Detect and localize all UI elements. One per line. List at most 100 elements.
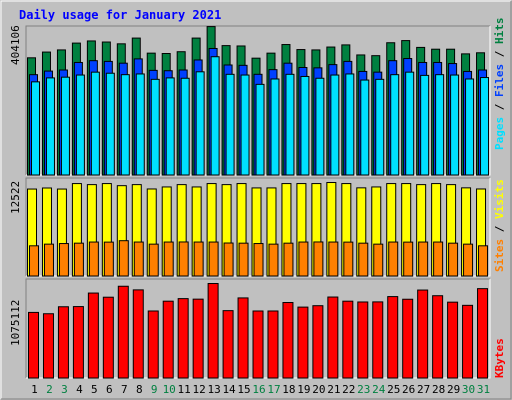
kbytes-bar-21 — [327, 296, 339, 379]
kbytes-bar-6 — [102, 296, 114, 379]
panel-bevel-dark — [25, 278, 490, 378]
x-tick-label-24: 24 — [372, 383, 386, 396]
chart-title: Daily usage for January 2021 — [19, 8, 221, 22]
pages-bar-8 — [135, 73, 145, 176]
sites-bar-9 — [148, 243, 159, 277]
x-tick-label-14: 14 — [222, 383, 236, 396]
pages-bar-14 — [225, 73, 235, 176]
kbytes-bar-5 — [87, 292, 99, 379]
x-tick-label-23: 23 — [357, 383, 370, 396]
sites-bar-2 — [43, 243, 54, 277]
sites-bar-1 — [29, 245, 39, 277]
x-tick-label-8: 8 — [136, 383, 143, 396]
sites-bar-11 — [178, 241, 189, 277]
y-max-label-kbytes: 1075112 — [9, 300, 22, 346]
pages-bar-18 — [285, 73, 295, 176]
kbytes-bar-4 — [72, 306, 84, 379]
legend-visits: Visits — [493, 179, 506, 219]
x-tick-label-6: 6 — [106, 383, 113, 396]
x-tick-label-22: 22 — [342, 383, 355, 396]
pages-bar-19 — [300, 75, 310, 176]
sites-bar-17 — [268, 243, 279, 277]
pages-bar-15 — [240, 74, 250, 176]
x-tick-label-28: 28 — [432, 383, 445, 396]
pages-bar-7 — [120, 74, 130, 176]
legend-sites: Sites — [493, 239, 506, 272]
x-tick-label-29: 29 — [447, 383, 460, 396]
kbytes-bar-17 — [267, 310, 279, 379]
sites-bar-22 — [343, 241, 354, 277]
kbytes-bar-18 — [282, 302, 294, 379]
sites-bar-14 — [223, 242, 234, 277]
kbytes-bar-29 — [447, 301, 459, 379]
x-tick-label-31: 31 — [477, 383, 490, 396]
x-tick-label-4: 4 — [76, 383, 83, 396]
pages-bar-17 — [270, 78, 280, 176]
pages-bar-22 — [345, 73, 355, 176]
svg-text:Pages / Files / Hits: Pages / Files / Hits — [493, 18, 506, 151]
x-tick-label-1: 1 — [31, 383, 38, 396]
kbytes-bar-12 — [192, 298, 204, 379]
legend-sites-visits: Sites / Visits — [493, 179, 506, 272]
kbytes-bar-26 — [402, 298, 414, 379]
kbytes-bar-8 — [132, 289, 144, 379]
x-tick-label-18: 18 — [282, 383, 295, 396]
pages-bar-1 — [31, 81, 40, 176]
pages-bar-24 — [375, 78, 385, 176]
pages-bar-25 — [390, 74, 400, 176]
pages-bar-29 — [450, 74, 460, 176]
sites-bar-13 — [208, 241, 219, 277]
kbytes-bar-14 — [222, 310, 234, 379]
panel-bevel-dark — [25, 25, 490, 175]
pages-bar-30 — [465, 78, 475, 176]
x-tick-label-21: 21 — [327, 383, 340, 396]
sites-bar-15 — [238, 242, 249, 277]
x-tick-label-19: 19 — [297, 383, 310, 396]
x-tick-label-10: 10 — [163, 383, 176, 396]
kbytes-bar-30 — [462, 304, 474, 379]
x-tick-label-3: 3 — [61, 383, 68, 396]
panel-bevel-dark — [25, 177, 490, 276]
pages-bar-12 — [195, 71, 205, 176]
sites-bar-26 — [403, 241, 414, 277]
kbytes-bar-10 — [162, 300, 174, 379]
pages-bar-13 — [210, 56, 220, 176]
x-tick-label-20: 20 — [312, 383, 325, 396]
x-tick-label-27: 27 — [417, 383, 430, 396]
sites-bar-31 — [478, 245, 489, 277]
kbytes-bar-27 — [417, 289, 429, 379]
sites-bar-24 — [373, 243, 384, 277]
sites-bar-28 — [433, 241, 444, 277]
pages-bar-23 — [360, 79, 370, 176]
kbytes-bar-20 — [312, 305, 324, 379]
sites-bar-7 — [118, 240, 129, 277]
kbytes-bar-13 — [207, 283, 219, 379]
pages-bar-16 — [255, 83, 265, 176]
legend-hits-files-pages: Pages / Files / Hits — [493, 18, 506, 151]
legend-files: Files — [493, 64, 506, 97]
kbytes-bar-25 — [387, 296, 399, 379]
legend-kbytes: KBytes — [493, 338, 506, 378]
pages-bar-4 — [75, 74, 85, 176]
x-tick-label-2: 2 — [46, 383, 53, 396]
pages-bar-27 — [420, 74, 430, 176]
sites-bar-10 — [163, 241, 174, 277]
svg-text:Sites / Visits: Sites / Visits — [493, 179, 506, 272]
kbytes-bar-1 — [28, 311, 39, 379]
x-tick-label-12: 12 — [193, 383, 206, 396]
legend-hits: Hits — [493, 18, 506, 45]
kbytes-bar-22 — [342, 300, 354, 379]
pages-bar-31 — [480, 77, 490, 176]
x-tick-label-17: 17 — [267, 383, 280, 396]
kbytes-bar-11 — [177, 298, 189, 379]
kbytes-bar-19 — [297, 306, 309, 379]
pages-bar-26 — [405, 71, 415, 176]
sites-bar-20 — [313, 241, 324, 277]
sites-bar-3 — [58, 243, 69, 277]
sites-bar-16 — [253, 243, 264, 277]
x-tick-label-25: 25 — [387, 383, 400, 396]
kbytes-bar-3 — [57, 306, 69, 379]
